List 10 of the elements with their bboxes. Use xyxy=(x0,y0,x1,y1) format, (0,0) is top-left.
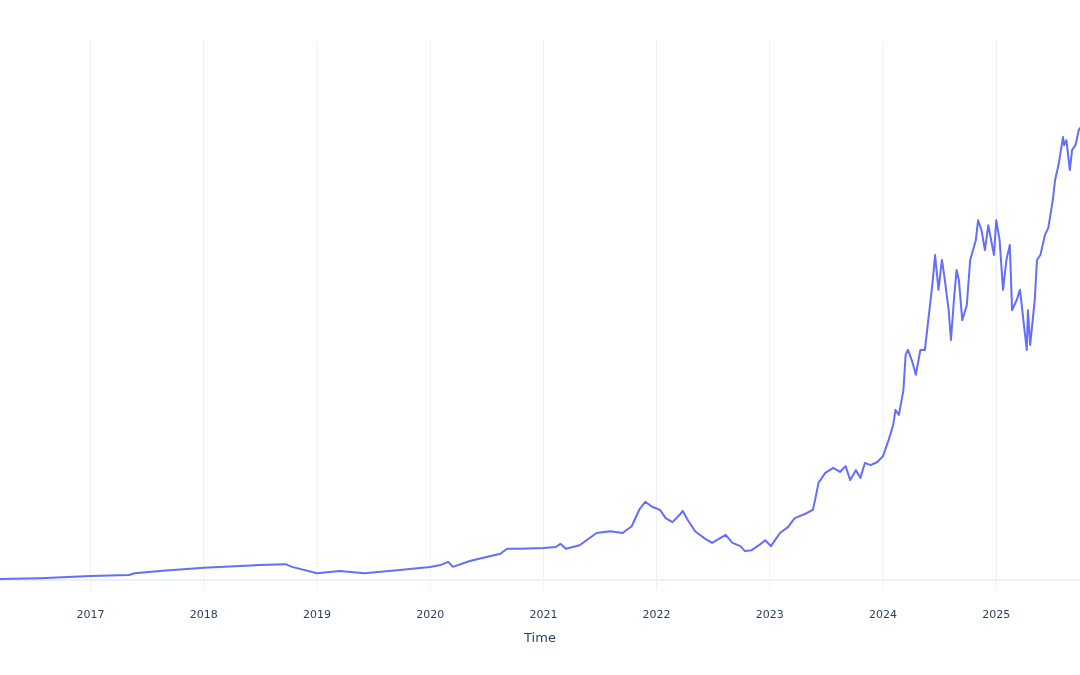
x-tick-label: 2019 xyxy=(302,608,331,621)
x-tick-label: 2020 xyxy=(416,608,445,621)
x-tick-label: 2017 xyxy=(76,608,105,621)
x-tick-label: 2024 xyxy=(869,608,898,621)
x-tick-label: 2023 xyxy=(755,608,784,621)
x-tick-label: 2018 xyxy=(189,608,218,621)
x-tick-label: 2025 xyxy=(982,608,1011,621)
x-tick-label: 2021 xyxy=(529,608,558,621)
x-tick-label: 2022 xyxy=(642,608,671,621)
x-axis-title: Time xyxy=(523,630,556,645)
